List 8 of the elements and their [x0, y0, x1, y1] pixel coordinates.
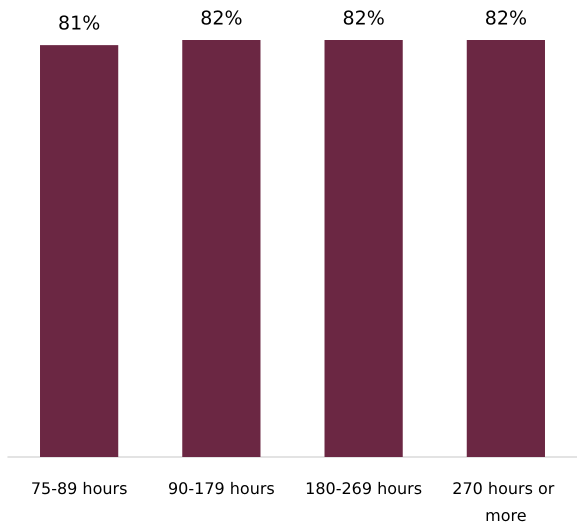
x-tick-label: 75-89 hours [30, 479, 128, 498]
data-label: 81% [58, 12, 100, 35]
x-tick-label: 90-179 hours [168, 479, 275, 498]
x-tick-label: 270 hours or more [452, 479, 560, 525]
data-label: 82% [200, 8, 242, 30]
data-label: 82% [342, 8, 385, 30]
data-label: 82% [484, 8, 527, 30]
x-tick-label: 180-269 hours [305, 479, 422, 498]
